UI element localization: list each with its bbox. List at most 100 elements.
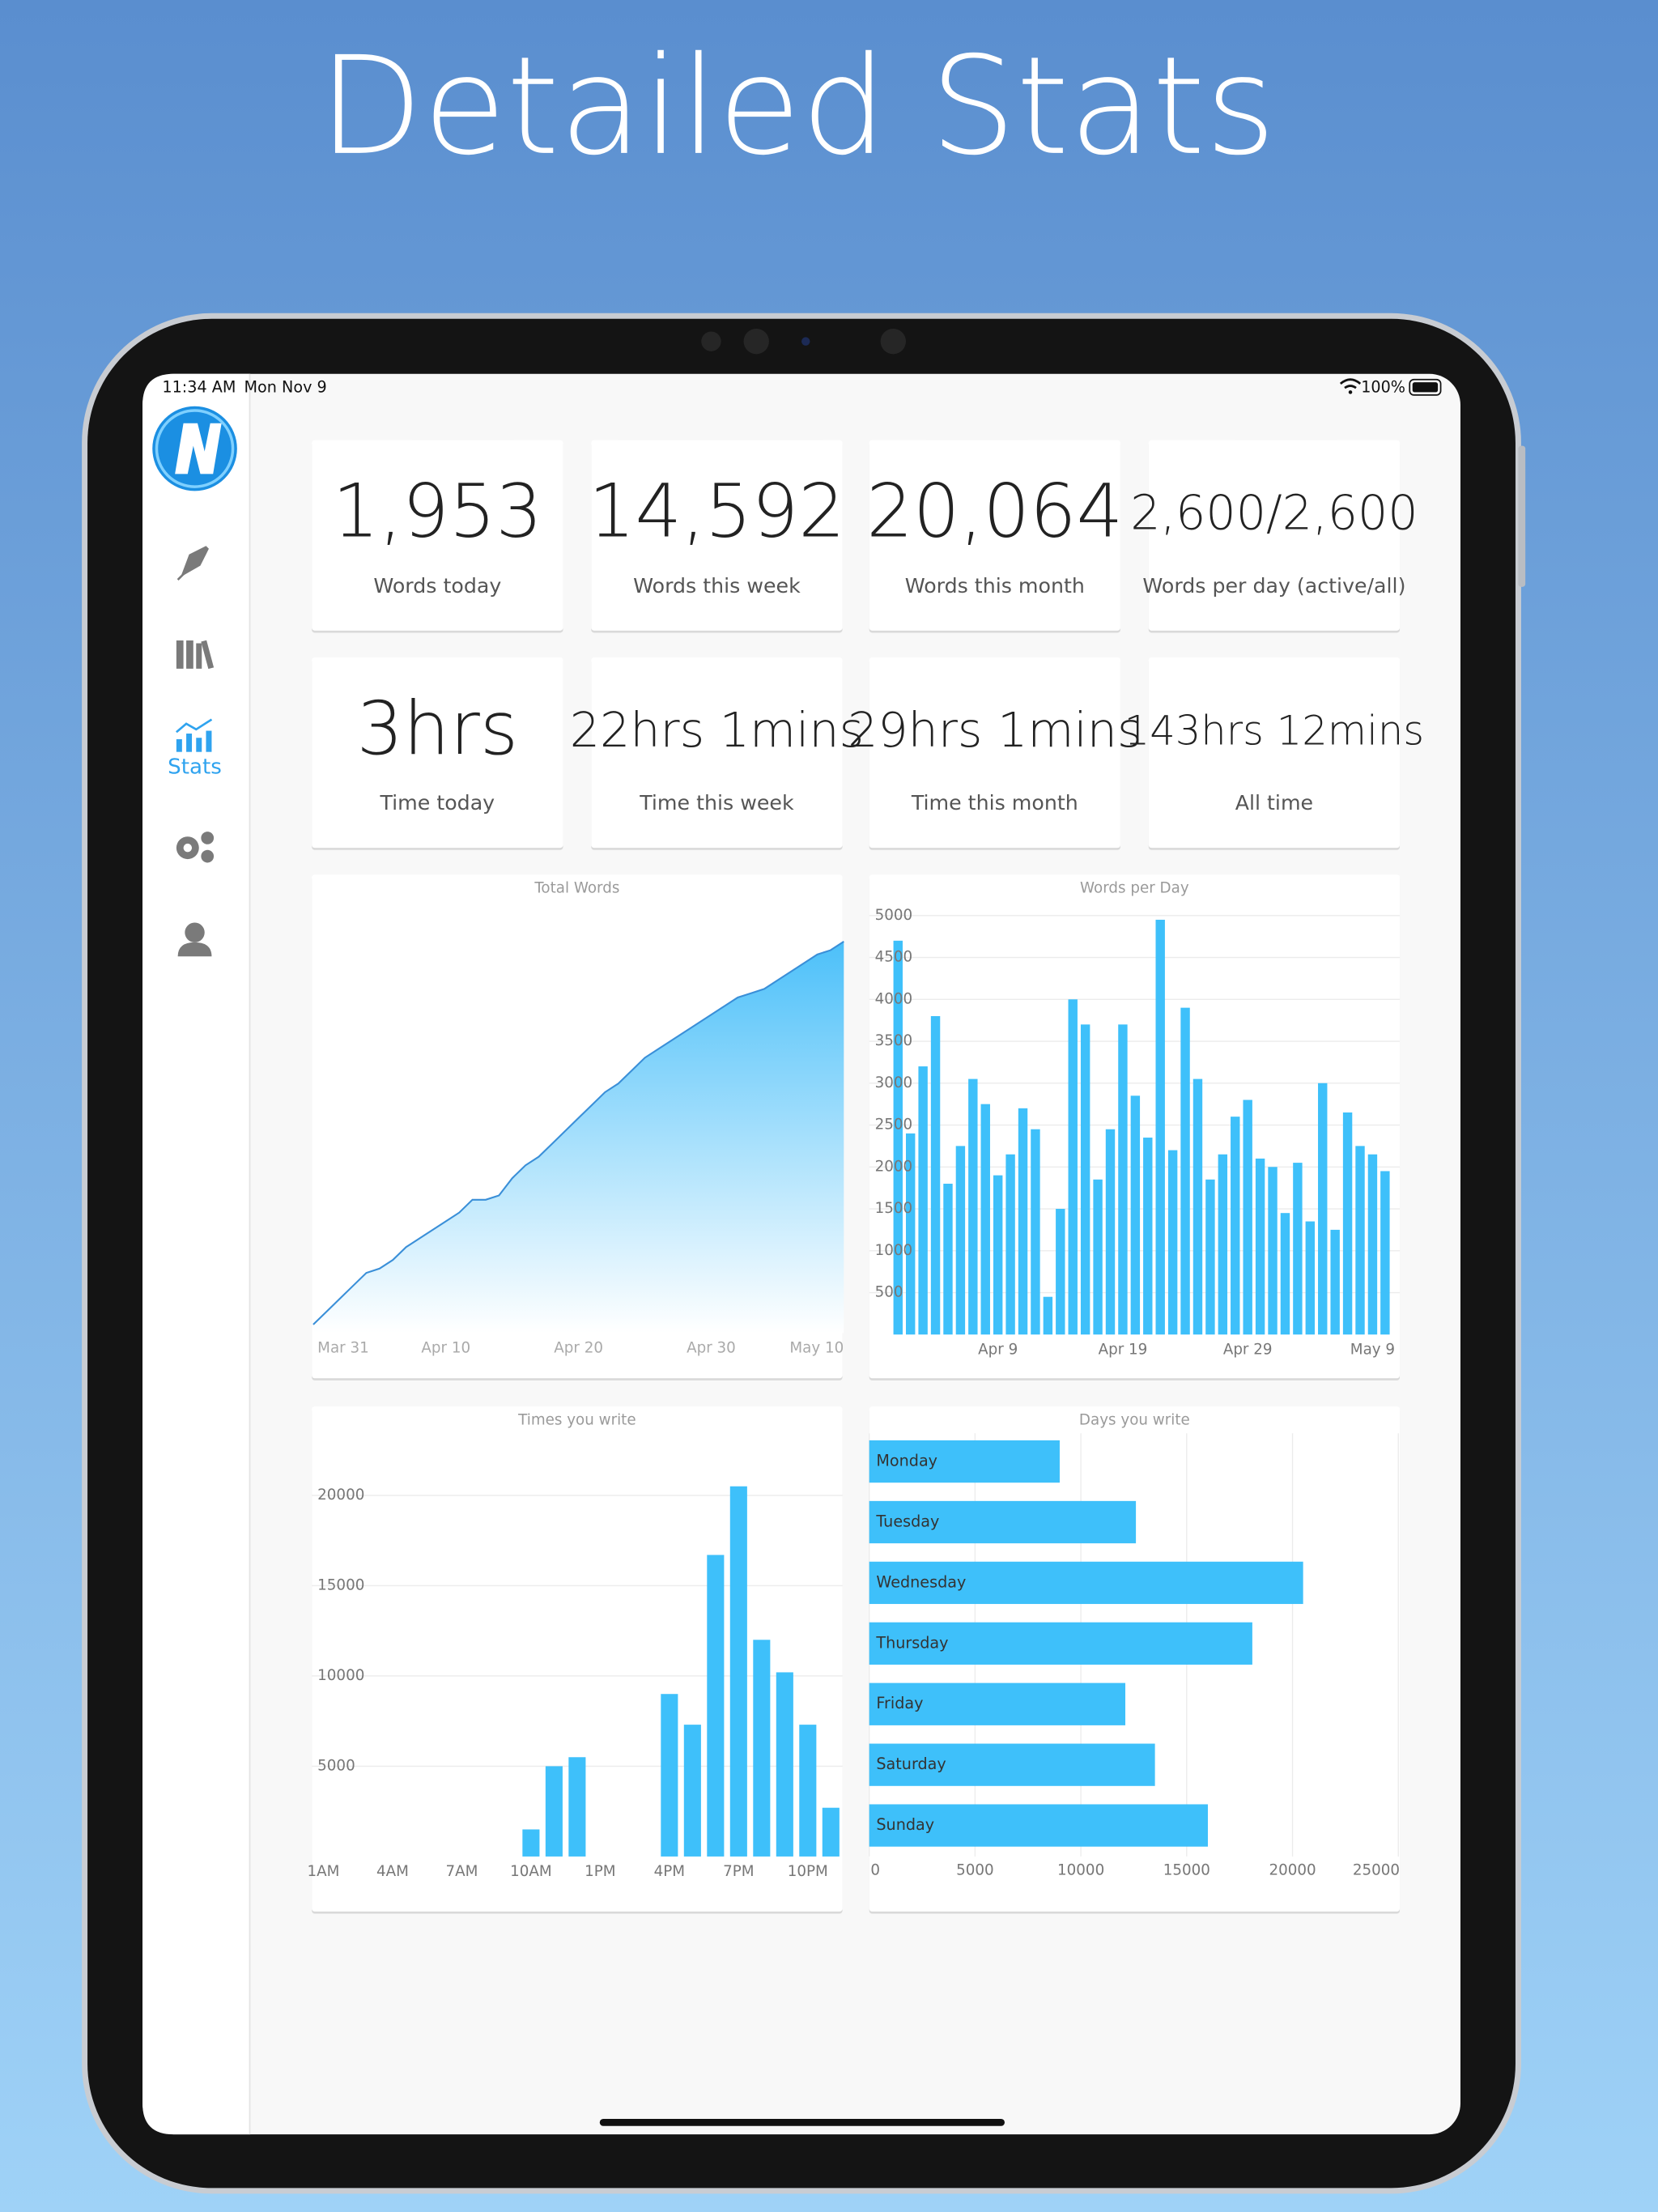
bar: [729, 1486, 747, 1857]
category-label: Wednesday: [876, 1572, 966, 1591]
bar: [1367, 1154, 1378, 1335]
category-label: Monday: [876, 1452, 937, 1470]
stat-value: 3hrs: [357, 687, 519, 772]
bar: [1180, 1007, 1190, 1335]
icon-bar: [196, 738, 202, 752]
stat-label: Words this week: [633, 574, 801, 598]
app-logo-ring: [155, 409, 235, 488]
stat-label: Time this week: [639, 791, 794, 815]
wifi-dot: [1348, 390, 1353, 394]
settings-icon[interactable]: [176, 832, 215, 863]
y-tick-label: 10000: [317, 1667, 364, 1684]
x-tick-label: Apr 20: [554, 1340, 603, 1357]
profile-icon[interactable]: [177, 922, 212, 957]
y-tick-label: 20000: [317, 1487, 364, 1504]
x-tick-label: May 10: [789, 1340, 844, 1357]
y-tick-label: 3000: [875, 1074, 913, 1091]
bar: [683, 1725, 701, 1857]
device-button: [1518, 445, 1526, 587]
stat-card: [591, 440, 843, 631]
gear: [201, 849, 215, 863]
bar: [918, 1066, 928, 1335]
battery-percent: 100%: [1361, 378, 1405, 397]
sidebar-active-label[interactable]: Stats: [168, 755, 222, 779]
x-tick-label: 10AM: [510, 1863, 552, 1880]
page-title: Detailed Stats: [319, 28, 1276, 185]
x-tick-label: 10PM: [788, 1863, 828, 1880]
bar: [955, 1146, 966, 1335]
bar: [1231, 1117, 1240, 1335]
bar: [1068, 999, 1078, 1335]
wifi-icon: [1339, 378, 1362, 389]
chart-title: Words per Day: [1080, 880, 1189, 897]
content: 1,953 Words today 14,592 Words this week 20,…: [307, 440, 1424, 1914]
bar: [943, 1183, 953, 1335]
x-tick-label: Apr 10: [421, 1340, 470, 1357]
stat-label: Time this month: [911, 791, 1078, 815]
battery-outline: [1409, 378, 1442, 396]
stat-card: [1148, 440, 1401, 631]
stats-icon[interactable]: [176, 718, 213, 752]
y-tick-label: 500: [875, 1284, 903, 1301]
bar: [905, 1133, 916, 1335]
home-indicator: [599, 2119, 1005, 2126]
bar: [707, 1555, 725, 1857]
x-tick-label: 1PM: [585, 1863, 615, 1880]
y-tick-label: 4500: [875, 949, 913, 966]
stat-value: 14,592: [589, 470, 845, 555]
x-tick-label: 10000: [1057, 1861, 1104, 1878]
bar: [1205, 1179, 1215, 1335]
bar: [1043, 1296, 1053, 1335]
stat-value: 143hrs 12mins: [1124, 708, 1425, 755]
icon-bar: [176, 738, 182, 752]
bar: [869, 1682, 1126, 1725]
battery-level: [1412, 382, 1439, 393]
bar: [545, 1766, 563, 1857]
bar: [1255, 1158, 1265, 1335]
icon-line: [176, 718, 213, 734]
bar: [1280, 1213, 1290, 1335]
bar: [776, 1672, 793, 1857]
x-tick-label: 1AM: [307, 1863, 339, 1880]
bar: [1192, 1078, 1203, 1335]
bar: [1218, 1154, 1228, 1335]
write-icon[interactable]: [176, 546, 209, 581]
library-icon[interactable]: [176, 640, 215, 670]
bar: [869, 1743, 1155, 1786]
chart-title: Times you write: [517, 1412, 636, 1429]
bar: [1355, 1146, 1365, 1335]
bar: [1143, 1138, 1153, 1335]
area-fill: [312, 941, 844, 1334]
chart-title: Days you write: [1079, 1412, 1190, 1429]
bar: [968, 1078, 978, 1335]
category-label: Sunday: [876, 1815, 934, 1834]
bar: [993, 1175, 1003, 1335]
icon-bar: [206, 730, 212, 752]
x-tick-label: Mar 31: [317, 1340, 369, 1357]
x-tick-label: 7AM: [445, 1863, 478, 1880]
y-tick-label: 15000: [317, 1576, 364, 1593]
stat-card: [869, 440, 1120, 631]
bar: [1167, 1150, 1178, 1335]
chart-title: Total Words: [534, 880, 619, 897]
camera: [801, 337, 810, 346]
y-tick-label: 3500: [875, 1032, 913, 1049]
book: [186, 640, 193, 669]
x-tick-label: 4AM: [376, 1863, 409, 1880]
bar: [522, 1829, 540, 1857]
bar: [1305, 1221, 1316, 1335]
y-tick-label: 2500: [875, 1117, 913, 1134]
gear-hole: [183, 843, 193, 853]
bar: [980, 1104, 990, 1335]
bar: [1105, 1129, 1116, 1335]
bar: [568, 1757, 586, 1857]
bar: [1380, 1171, 1390, 1335]
x-tick-label: May 9: [1350, 1341, 1395, 1358]
x-tick-label: 20000: [1269, 1861, 1316, 1878]
y-tick-label: 5000: [875, 907, 913, 924]
bar: [1130, 1095, 1141, 1335]
stat-label: Words per day (active/all): [1142, 574, 1405, 598]
bar: [1118, 1024, 1128, 1335]
bar: [1330, 1229, 1340, 1335]
